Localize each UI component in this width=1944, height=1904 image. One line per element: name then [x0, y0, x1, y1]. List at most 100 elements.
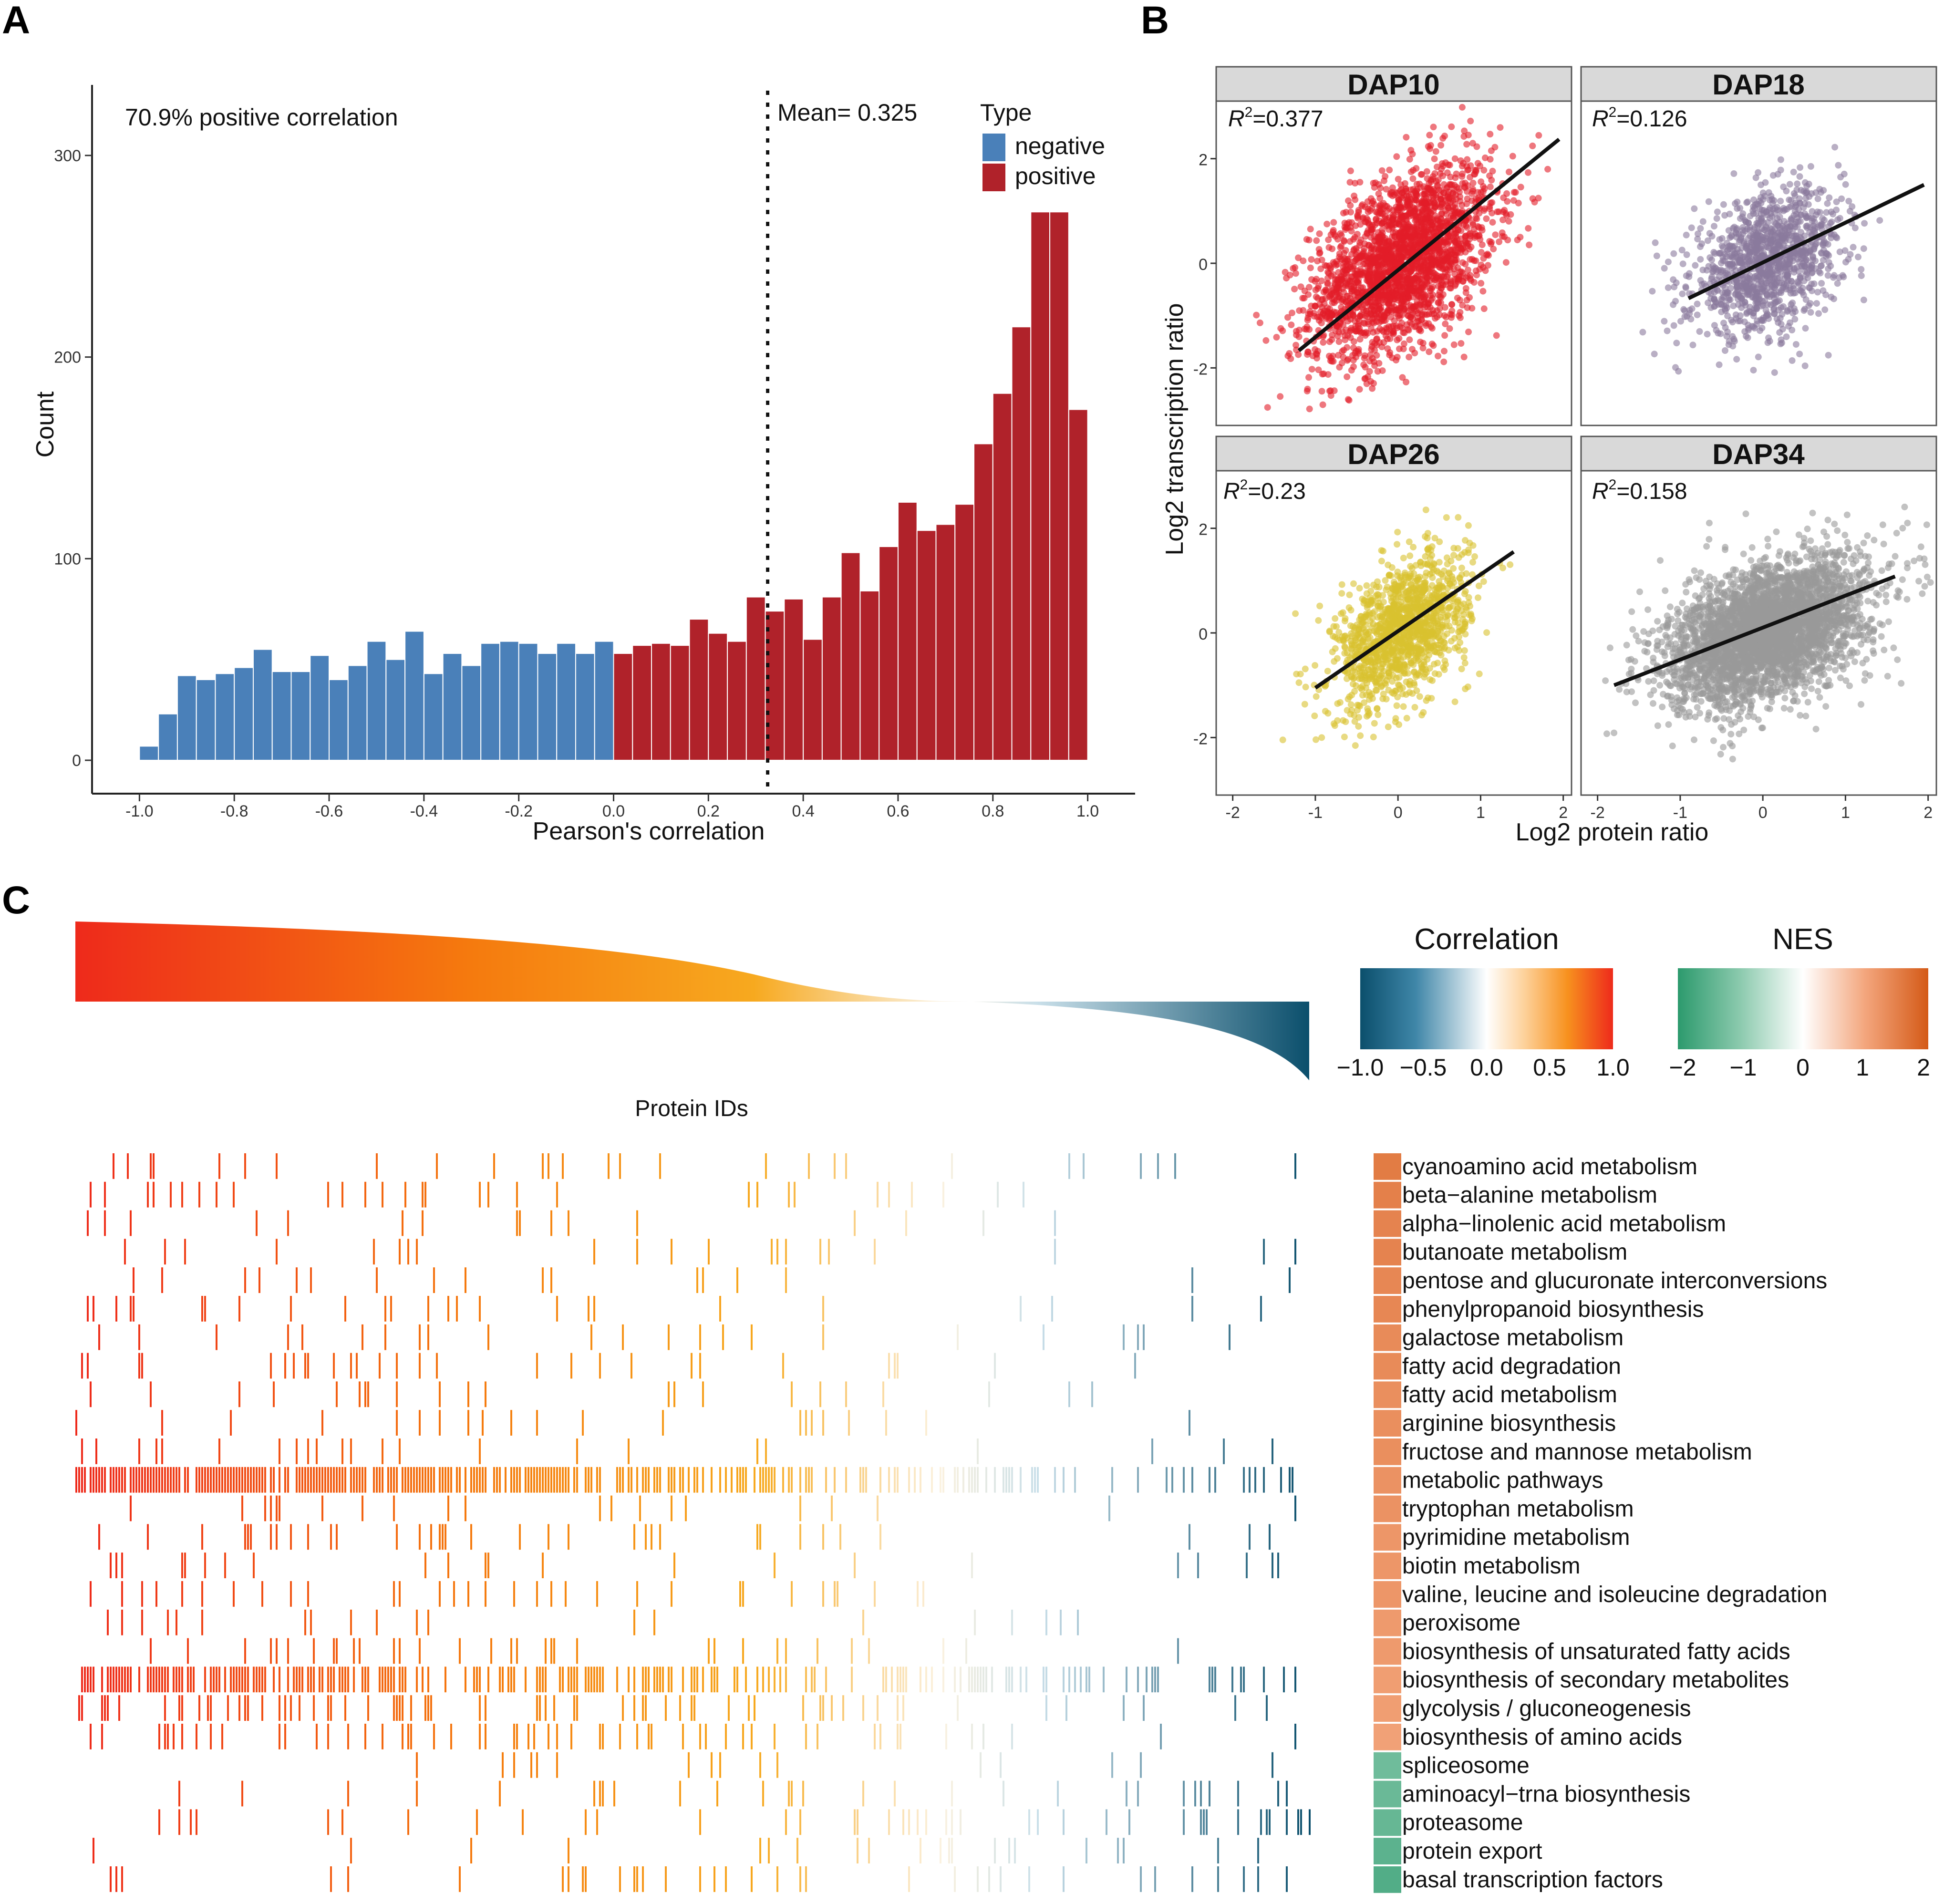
scatter-point — [1836, 248, 1843, 256]
scatter-point — [1393, 687, 1400, 694]
scatter-point — [1677, 318, 1684, 325]
scatter-point — [1426, 132, 1433, 139]
scatter-point — [1356, 386, 1363, 393]
histogram-x-tick-label: 0.6 — [887, 802, 909, 820]
scatter-point — [1776, 329, 1783, 336]
scatter-point — [1443, 514, 1450, 521]
scatter-point — [1356, 585, 1363, 592]
scatter-point — [1340, 347, 1347, 353]
scatter-point — [1505, 217, 1512, 225]
scatter-point — [1454, 643, 1461, 651]
scatter-point — [1463, 297, 1470, 304]
scatter-point — [1465, 328, 1472, 335]
scatter-point — [1456, 574, 1463, 581]
scatter-point — [1860, 296, 1867, 303]
histogram-bar — [803, 639, 823, 761]
histogram-x-tick-label: 0.2 — [697, 802, 720, 820]
scatter-point — [1328, 310, 1335, 318]
scatter-point — [1430, 258, 1437, 265]
scatter-point — [1305, 374, 1312, 381]
scatter-point — [1425, 320, 1432, 327]
scatter-point — [1348, 265, 1355, 272]
histogram-x-tick-label: 0.4 — [792, 802, 815, 820]
scatter-point — [1318, 388, 1325, 395]
panel-letter-b: B — [1141, 0, 1169, 42]
scatter-point — [1789, 300, 1796, 306]
scatter-point — [1400, 555, 1407, 561]
scatter-point — [1384, 345, 1391, 352]
scatter-point — [1293, 328, 1300, 335]
mean-label: Mean= 0.325 — [777, 99, 917, 126]
scatter-point — [1797, 164, 1804, 171]
scatter-point — [1791, 316, 1799, 323]
scatter-point — [1328, 336, 1335, 343]
scatter-point — [1828, 293, 1835, 300]
scatter-point — [1849, 203, 1856, 210]
scatter-point — [1333, 262, 1340, 269]
scatter-point — [1415, 641, 1422, 648]
scatter-point — [1358, 203, 1365, 210]
scatter-point — [1394, 693, 1401, 701]
r2-dap18: R2=0.126 — [1592, 104, 1687, 132]
scatter-point — [1322, 286, 1329, 293]
scatter-point — [1742, 244, 1749, 251]
scatter-point — [1330, 720, 1337, 727]
scatter-point — [1730, 302, 1737, 310]
scatter-point — [1778, 287, 1785, 294]
scatter-point — [1713, 215, 1720, 222]
scatter-point — [1479, 288, 1487, 295]
scatter-point — [1755, 353, 1762, 361]
scatter-point — [1395, 176, 1402, 183]
scatter-point — [1850, 244, 1857, 251]
scatter-point — [1432, 148, 1439, 155]
scatter-point — [1464, 683, 1471, 691]
scatter-point — [1416, 693, 1423, 700]
histogram-x-tick-label: -0.6 — [315, 802, 343, 820]
scatter-point — [1679, 290, 1686, 298]
scatter-point — [1416, 327, 1423, 334]
scatter-point — [1752, 174, 1759, 181]
scatter-point — [1802, 325, 1809, 332]
scatter-point — [1369, 615, 1376, 621]
scatter-point — [1753, 238, 1760, 245]
scatter-point — [1830, 274, 1837, 281]
scatter-point — [1493, 332, 1500, 339]
scatter-point — [1370, 258, 1377, 265]
scatter-point — [1748, 323, 1756, 330]
scatter-point — [1420, 301, 1427, 308]
scatter-point — [1356, 669, 1363, 676]
scatter-point — [1747, 212, 1754, 219]
scatter-point — [1350, 681, 1356, 688]
scatter-point — [1316, 230, 1323, 237]
scatter-point — [1407, 210, 1414, 217]
scatter-point — [1382, 627, 1389, 634]
scatter-point — [1442, 321, 1449, 328]
scatter-point — [1464, 267, 1471, 273]
scatter-point — [1273, 334, 1280, 341]
histogram-bar — [879, 546, 899, 761]
scatter-point — [1365, 319, 1372, 326]
scatter-point — [1841, 170, 1848, 177]
histogram-x-tick-label: 0.8 — [982, 802, 1004, 820]
scatter-point — [1744, 334, 1751, 341]
histogram-x-tick-label: -0.4 — [410, 802, 438, 820]
scatter-point — [1425, 549, 1432, 556]
scatter-point — [1316, 602, 1324, 610]
scatter-point — [1422, 507, 1429, 513]
scatter-point — [1709, 268, 1717, 275]
scatter-point — [1479, 183, 1487, 190]
scatter-point — [1727, 234, 1733, 241]
scatter-point — [1312, 302, 1319, 310]
scatter-point — [1489, 219, 1496, 226]
scatter-point — [1458, 103, 1466, 111]
scatter-point — [1449, 214, 1457, 221]
scatter-point — [1462, 537, 1468, 544]
scatter-point — [1708, 275, 1715, 282]
scatter-point — [1396, 721, 1403, 728]
scatter-point — [1424, 190, 1431, 197]
scatter-point — [1722, 347, 1728, 354]
scatter-point — [1295, 679, 1303, 686]
scatter-point — [1760, 250, 1768, 257]
scatter-point — [1409, 304, 1417, 311]
scatter-point — [1809, 262, 1816, 269]
